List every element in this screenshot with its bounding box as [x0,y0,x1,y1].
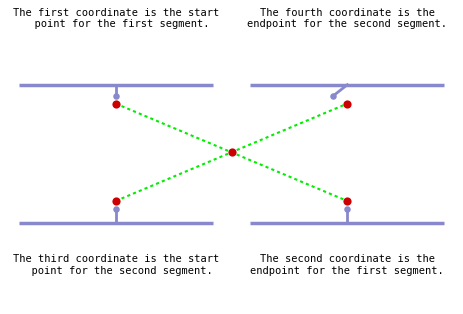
Point [112,206,119,211]
Point [344,206,351,211]
Text: The fourth coordinate is the
endpoint for the second segment.: The fourth coordinate is the endpoint fo… [247,8,447,30]
Point [112,101,119,106]
Text: The first coordinate is the start
  point for the first segment.: The first coordinate is the start point … [13,8,219,30]
Text: The third coordinate is the start
  point for the second segment.: The third coordinate is the start point … [13,254,219,276]
Point [344,198,351,203]
Point [228,150,235,155]
Text: The second coordinate is the
endpoint for the first segment.: The second coordinate is the endpoint fo… [250,254,444,276]
Point [344,101,351,106]
Point [330,93,337,98]
Point [112,93,119,98]
Point [112,198,119,203]
